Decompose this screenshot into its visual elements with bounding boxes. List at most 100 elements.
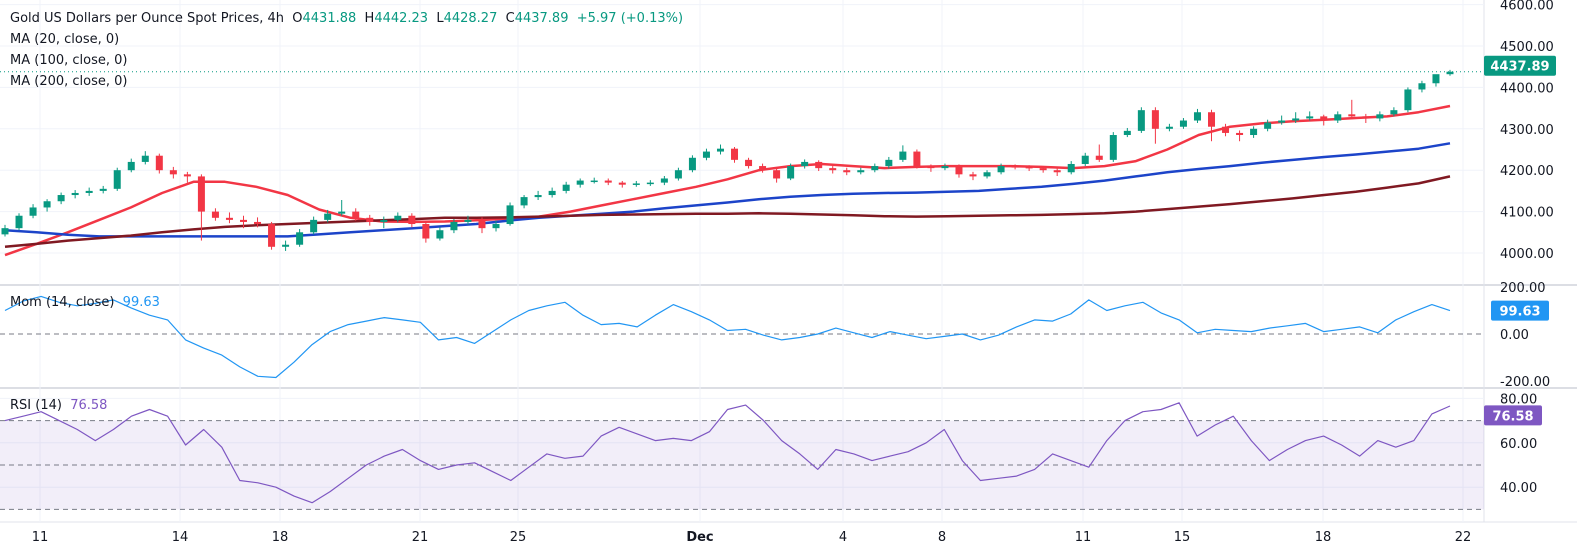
mom-tick-label: -200.00	[1500, 375, 1550, 390]
candle-body	[43, 201, 51, 208]
candle-body	[99, 188, 107, 191]
candle-body	[1011, 166, 1019, 168]
candle-body	[1123, 130, 1131, 136]
candle-body	[899, 151, 907, 160]
candles	[1, 69, 1454, 251]
candle-body	[1193, 112, 1201, 121]
price-tick-label: 4400.00	[1500, 81, 1554, 96]
rsi-tick-label: 80.00	[1500, 392, 1537, 407]
rsi-line	[4, 402, 1451, 504]
candle-body	[211, 211, 219, 218]
symbol-title: Gold US Dollars per Ounce Spot Prices, 4…	[10, 11, 284, 26]
candle-body	[941, 166, 949, 169]
mom-value-label: 99.63	[1499, 305, 1540, 320]
candle-body	[1095, 155, 1103, 160]
candle-body	[955, 166, 963, 175]
candle-body	[1208, 112, 1216, 127]
candle-body	[1109, 135, 1117, 160]
mom-title: Mom (14, close)	[10, 295, 115, 310]
high-value: 4442.23	[374, 11, 429, 26]
candle-body	[829, 168, 837, 171]
candle-body	[1432, 74, 1440, 84]
candle-body	[169, 170, 177, 175]
candle-body	[29, 207, 37, 216]
candle-body	[885, 159, 893, 167]
mom-value-badge	[1491, 300, 1549, 321]
time-tick-label: 15	[1174, 530, 1191, 545]
close-value: 4437.89	[514, 11, 569, 26]
candle-body	[590, 180, 598, 183]
candle-body	[1250, 128, 1258, 136]
open-value: 4431.88	[302, 11, 357, 26]
candle-body	[731, 148, 739, 160]
axes: 11 14 18 21 25 Dec 4 8 11 15 18 22 4600.00 4500.00 440…	[0, 0, 1556, 545]
time-tick-label: 11	[32, 530, 49, 545]
candle-body	[983, 172, 991, 177]
last-price-label: 4437.89	[1490, 60, 1549, 75]
time-tick-label: 4	[839, 530, 847, 545]
candle-body	[1264, 122, 1272, 129]
candle-body	[1151, 110, 1159, 129]
ma200-legend[interactable]: MA (200, close, 0)	[10, 74, 128, 89]
candle-body	[408, 215, 416, 225]
candle-body	[464, 219, 472, 222]
candle-body	[366, 217, 374, 222]
candle-body	[436, 230, 444, 239]
candle-body	[127, 161, 135, 171]
symbol-legend: Gold US Dollars per Ounce Spot Prices, 4…	[10, 11, 683, 26]
candle-body	[113, 170, 121, 189]
candle-body	[310, 219, 318, 233]
candle-body	[1179, 120, 1187, 127]
candle-body	[660, 178, 668, 183]
rsi-legend[interactable]: RSI (14) 76.58	[10, 398, 107, 413]
candle-body	[338, 211, 346, 214]
candle-body	[534, 195, 542, 198]
candle-body	[773, 170, 781, 179]
candle-body	[1165, 126, 1173, 129]
ma100-legend[interactable]: MA (100, close, 0)	[10, 53, 128, 68]
rsi-value-badge	[1484, 405, 1542, 426]
candle-body	[1376, 114, 1384, 119]
time-tick-label: 11	[1075, 530, 1092, 545]
time-tick-label: 21	[412, 530, 429, 545]
candle-body	[394, 215, 402, 220]
candle-body	[857, 170, 865, 173]
candle-body	[1334, 114, 1342, 121]
change-value: +5.97 (+0.13%)	[576, 11, 684, 26]
candle-body	[1446, 71, 1454, 75]
candle-body	[997, 166, 1005, 173]
candle-body	[1320, 116, 1328, 121]
last-price-badge	[1484, 55, 1556, 76]
candle-body	[57, 195, 65, 202]
low-label: L	[436, 11, 444, 26]
candle-body	[15, 215, 23, 229]
candle-body	[927, 166, 935, 169]
candle-body	[1081, 155, 1089, 164]
mom-tick-label: 200.00	[1500, 281, 1546, 296]
rsi-pane	[4, 402, 1451, 504]
candle-body	[604, 180, 612, 183]
ma20-legend[interactable]: MA (20, close, 0)	[10, 32, 120, 47]
candle-body	[1053, 170, 1061, 173]
candle-body	[478, 219, 486, 229]
ma200-line	[4, 175, 1451, 249]
candle-body	[239, 219, 247, 222]
candle-body	[801, 161, 809, 167]
candle-body	[1404, 89, 1412, 111]
low-value: 4428.27	[443, 11, 498, 26]
candle-body	[155, 155, 163, 171]
mom-legend[interactable]: Mom (14, close) 99.63	[10, 295, 160, 310]
candle-body	[674, 170, 682, 179]
price-tick-label: 4300.00	[1500, 123, 1554, 138]
price-tick-label: 4200.00	[1500, 164, 1554, 179]
candle-body	[450, 221, 458, 231]
candle-body	[548, 190, 556, 196]
candle-body	[913, 151, 921, 167]
candle-body	[1306, 116, 1314, 119]
ma20-line	[4, 104, 1451, 257]
candle-body	[815, 161, 823, 169]
rsi-value-label: 76.58	[1492, 409, 1533, 424]
candle-body	[562, 184, 570, 191]
